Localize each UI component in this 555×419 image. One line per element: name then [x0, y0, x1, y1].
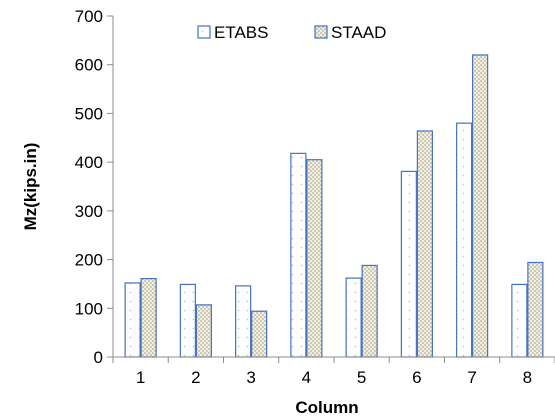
axes: 0 100 200 300 400 500 600 700 1 2 3 4 5 6 7 8 Column Mz(k… [21, 7, 555, 417]
x-tick-label: 8 [523, 368, 532, 387]
legend-label-etabs: ETABS [214, 23, 268, 42]
y-tick-label: 400 [75, 153, 103, 172]
bar-etabs-1 [124, 282, 141, 358]
x-axis-title: Column [295, 398, 358, 417]
bar-staad-7 [472, 54, 489, 358]
plot-area [124, 54, 544, 358]
legend-swatch-etabs [197, 25, 211, 39]
bar-etabs-7 [456, 122, 473, 358]
x-tick-label: 4 [302, 368, 311, 387]
bar-etabs-2 [179, 283, 196, 358]
bar-staad-6 [416, 130, 433, 358]
legend: ETABS STAAD [197, 23, 386, 42]
bar-staad-2 [195, 304, 212, 358]
y-tick-label: 600 [75, 56, 103, 75]
legend-label-staad: STAAD [331, 23, 386, 42]
y-tick-label: 200 [75, 251, 103, 270]
x-tick-label: 1 [136, 368, 145, 387]
x-tick-label: 6 [412, 368, 421, 387]
bar-staad-1 [140, 277, 157, 358]
x-tick-label: 3 [246, 368, 255, 387]
x-tick-label: 7 [467, 368, 476, 387]
bar-etabs-5 [345, 277, 362, 358]
bar-staad-5 [361, 264, 378, 358]
y-tick-label: 0 [94, 348, 103, 367]
y-axis-title: Mz(kips.in) [21, 143, 40, 231]
x-tick-label: 2 [191, 368, 200, 387]
bar-etabs-8 [511, 283, 528, 358]
bar-etabs-6 [400, 170, 417, 358]
bar-staad-8 [527, 261, 544, 358]
y-tick-label: 300 [75, 202, 103, 221]
x-tick-label: 5 [357, 368, 366, 387]
y-tick-label: 100 [75, 299, 103, 318]
bar-etabs-3 [235, 285, 252, 358]
legend-swatch-staad [314, 25, 328, 39]
bar-etabs-4 [290, 152, 307, 358]
bar-staad-3 [251, 310, 268, 358]
y-tick-label: 700 [75, 7, 103, 26]
bar-staad-4 [306, 159, 323, 358]
y-tick-label: 500 [75, 104, 103, 123]
